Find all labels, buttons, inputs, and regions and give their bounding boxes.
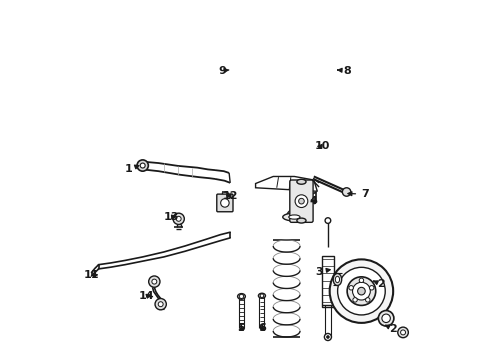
Circle shape: [369, 285, 374, 290]
Circle shape: [176, 216, 181, 221]
Text: 13: 13: [163, 212, 178, 222]
Text: 2: 2: [374, 279, 385, 289]
Circle shape: [137, 160, 148, 171]
Circle shape: [378, 311, 394, 326]
Circle shape: [298, 198, 304, 204]
Text: 6: 6: [259, 323, 267, 333]
Text: 7: 7: [348, 189, 369, 199]
Circle shape: [343, 188, 351, 196]
Ellipse shape: [297, 218, 306, 223]
Ellipse shape: [297, 179, 306, 184]
Circle shape: [401, 330, 406, 335]
Ellipse shape: [333, 274, 342, 285]
Text: 10: 10: [315, 141, 330, 152]
Text: 14: 14: [138, 292, 154, 301]
Circle shape: [398, 327, 408, 338]
FancyBboxPatch shape: [217, 194, 233, 212]
Polygon shape: [256, 176, 318, 191]
FancyBboxPatch shape: [290, 180, 313, 222]
Circle shape: [220, 199, 229, 207]
Circle shape: [359, 278, 364, 283]
Text: 1: 1: [124, 165, 139, 174]
Circle shape: [366, 298, 370, 302]
Circle shape: [325, 218, 331, 224]
Ellipse shape: [283, 213, 306, 221]
Circle shape: [352, 282, 370, 300]
Circle shape: [382, 314, 391, 323]
Text: 4: 4: [310, 196, 318, 206]
Circle shape: [338, 267, 385, 315]
Circle shape: [173, 213, 184, 224]
Ellipse shape: [258, 293, 266, 298]
Ellipse shape: [289, 215, 300, 219]
Circle shape: [152, 279, 157, 284]
Text: 5: 5: [238, 323, 245, 333]
Circle shape: [140, 163, 145, 168]
Ellipse shape: [335, 276, 340, 283]
Text: 12: 12: [223, 191, 239, 201]
Circle shape: [353, 298, 357, 302]
Circle shape: [260, 294, 264, 297]
Circle shape: [239, 294, 244, 298]
FancyBboxPatch shape: [321, 256, 334, 307]
Circle shape: [347, 277, 376, 305]
Circle shape: [324, 333, 331, 341]
Text: 2: 2: [386, 324, 397, 334]
Circle shape: [326, 336, 329, 338]
Ellipse shape: [238, 294, 245, 299]
Circle shape: [155, 298, 166, 310]
Circle shape: [158, 302, 163, 307]
Circle shape: [358, 287, 365, 295]
Circle shape: [330, 259, 393, 323]
Text: 8: 8: [338, 66, 351, 76]
Text: 11: 11: [84, 270, 99, 280]
Circle shape: [148, 276, 160, 287]
Circle shape: [349, 285, 353, 290]
Circle shape: [295, 195, 308, 207]
Text: 3: 3: [315, 267, 330, 277]
Text: 9: 9: [218, 66, 229, 76]
